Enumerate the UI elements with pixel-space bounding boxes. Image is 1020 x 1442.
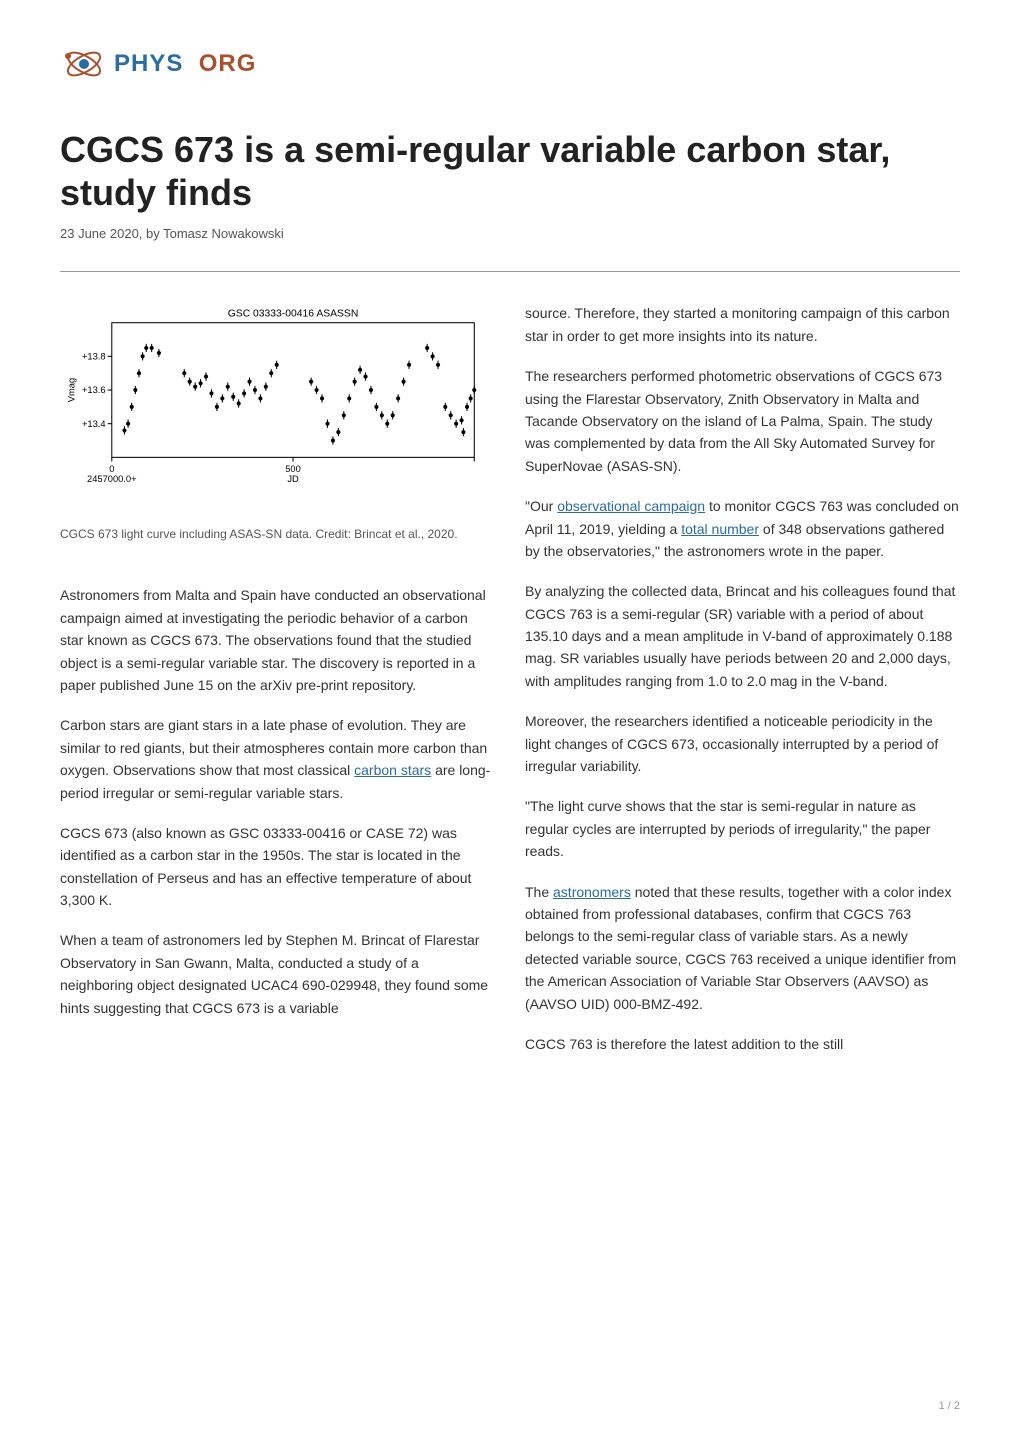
paragraph: "The light curve shows that the star is …	[525, 795, 960, 862]
paragraph: source. Therefore, they started a monito…	[525, 302, 960, 347]
paragraph: CGCS 673 (also known as GSC 03333-00416 …	[60, 822, 495, 912]
byline: 23 June 2020, by Tomasz Nowakowski	[60, 226, 960, 241]
text: The	[525, 884, 553, 900]
paragraph: When a team of astronomers led by Stephe…	[60, 929, 495, 1019]
chart-caption: CGCS 673 light curve including ASAS-SN d…	[60, 525, 495, 544]
astronomers-link[interactable]: astronomers	[553, 884, 631, 900]
article-title: CGCS 673 is a semi-regular variable carb…	[60, 128, 960, 214]
logo-org: ORG	[199, 50, 257, 77]
light-curve-chart: GSC 03333-00416 ASASSN Vmag +13.4 +13.6 +1…	[60, 302, 495, 495]
page-number: 1 / 2	[939, 1400, 960, 1412]
paragraph: CGCS 763 is therefore the latest additio…	[525, 1033, 960, 1055]
svg-text:JD: JD	[287, 475, 299, 485]
svg-text:GSC 03333-00416 ASASSN: GSC 03333-00416 ASASSN	[228, 309, 359, 320]
right-column: source. Therefore, they started a monito…	[525, 302, 960, 1073]
divider	[60, 271, 960, 272]
left-column: GSC 03333-00416 ASASSN Vmag +13.4 +13.6 +1…	[60, 302, 495, 1073]
x-icon	[191, 50, 199, 77]
svg-text:0: 0	[109, 464, 114, 474]
text: noted that these results, together with …	[525, 884, 956, 1012]
svg-text:500: 500	[285, 464, 301, 474]
paragraph: "Our observational campaign to monitor C…	[525, 495, 960, 562]
atom-icon	[60, 40, 108, 88]
svg-text:2457000.0+: 2457000.0+	[87, 475, 136, 485]
paragraph: Moreover, the researchers identified a n…	[525, 710, 960, 777]
svg-text:+13.6: +13.6	[82, 386, 106, 396]
text: "Our	[525, 498, 557, 514]
site-logo: PHYS ORG	[60, 40, 960, 88]
svg-text:Vmag: Vmag	[67, 378, 77, 402]
total-number-link[interactable]: total number	[681, 521, 759, 537]
article-columns: GSC 03333-00416 ASASSN Vmag +13.4 +13.6 +1…	[60, 302, 960, 1073]
logo-phys: PHYS	[114, 50, 183, 77]
logo-text: PHYS ORG	[114, 50, 256, 78]
svg-text:+13.4: +13.4	[82, 419, 106, 429]
paragraph: The astronomers noted that these results…	[525, 881, 960, 1015]
svg-text:+13.8: +13.8	[82, 352, 106, 362]
paragraph: Astronomers from Malta and Spain have co…	[60, 584, 495, 696]
carbon-stars-link[interactable]: carbon stars	[354, 762, 431, 778]
paragraph: The researchers performed photometric ob…	[525, 365, 960, 477]
observational-campaign-link[interactable]: observational campaign	[557, 498, 705, 514]
paragraph: Carbon stars are giant stars in a late p…	[60, 714, 495, 804]
paragraph: By analyzing the collected data, Brincat…	[525, 580, 960, 692]
